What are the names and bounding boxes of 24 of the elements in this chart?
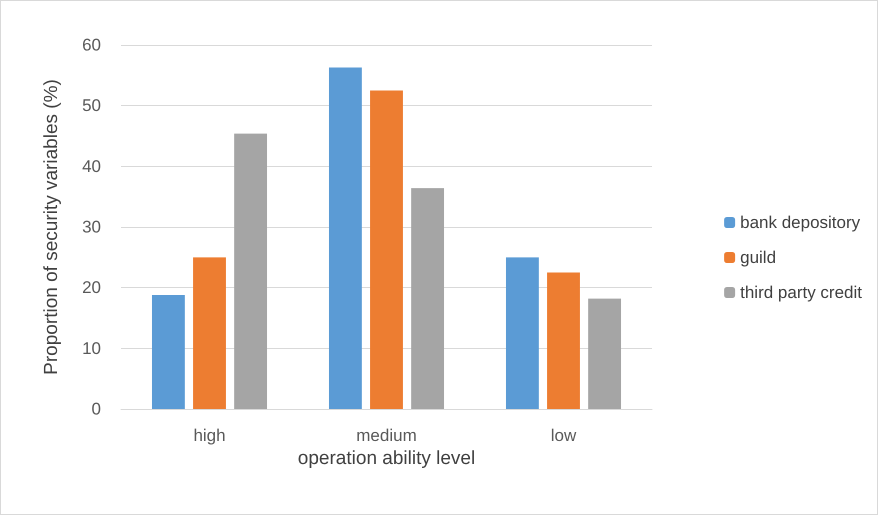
bar: [234, 134, 268, 409]
x-axis-title: operation ability level: [298, 448, 476, 469]
y-tick-label: 40: [82, 156, 101, 176]
x-tick-label: low: [550, 426, 577, 445]
y-tick-label: 20: [82, 278, 101, 298]
y-tick-label: 0: [92, 400, 101, 418]
bar: [328, 67, 362, 409]
bar: [506, 257, 539, 409]
y-tick-label: 10: [82, 338, 101, 358]
y-tick-label: 50: [82, 96, 101, 116]
bar: [152, 294, 185, 409]
legend-label: guild: [740, 248, 776, 267]
bar: [193, 257, 226, 409]
y-tick-label: 30: [82, 218, 101, 236]
y-tick-label: 60: [82, 36, 101, 54]
bar: [411, 188, 444, 409]
bar: [588, 298, 622, 409]
y-axis-title: Proportion of security variables (%): [41, 79, 62, 375]
legend-label: bank depository: [740, 213, 861, 232]
bar: [547, 272, 580, 409]
x-tick-label: high: [193, 426, 226, 445]
x-tick-label: medium: [356, 426, 417, 445]
legend-label: third party credit: [740, 283, 862, 302]
bar: [370, 90, 403, 409]
